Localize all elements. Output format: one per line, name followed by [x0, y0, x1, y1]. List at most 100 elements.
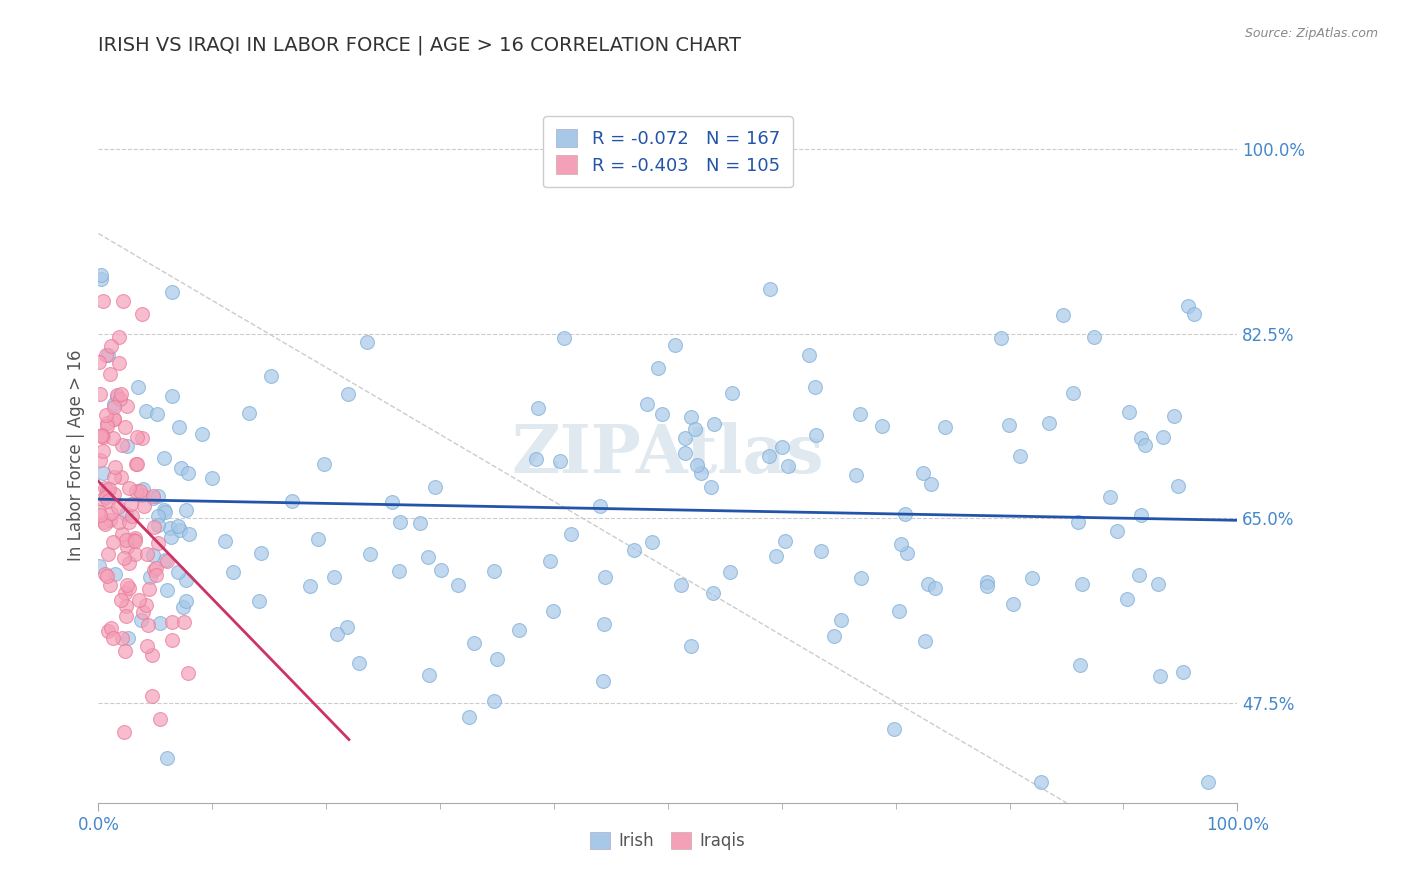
Iraqis	[98, 577, 121, 591]
Irish	[176, 594, 198, 608]
Irish	[770, 440, 793, 454]
Iraqis	[108, 515, 131, 529]
Irish	[883, 723, 905, 737]
Iraqis	[125, 484, 148, 499]
Iraqis	[146, 535, 169, 549]
Irish	[1152, 430, 1174, 444]
Irish	[104, 567, 127, 582]
Iraqis	[98, 482, 121, 496]
Iraqis	[93, 293, 115, 308]
Irish	[524, 452, 547, 467]
Irish	[1116, 592, 1139, 607]
Iraqis	[114, 420, 136, 434]
Iraqis	[110, 592, 132, 607]
Iraqis	[101, 534, 124, 549]
Iraqis	[112, 293, 135, 308]
Irish	[146, 489, 169, 503]
Iraqis	[124, 457, 146, 471]
Irish	[388, 565, 411, 579]
Iraqis	[145, 561, 167, 575]
Iraqis	[96, 408, 118, 422]
Irish	[114, 508, 136, 522]
Irish	[336, 620, 359, 634]
Iraqis	[131, 431, 153, 445]
Irish	[280, 494, 302, 508]
Irish	[1010, 449, 1032, 463]
Irish	[170, 460, 193, 475]
Irish	[917, 577, 939, 591]
Iraqis	[97, 624, 120, 638]
Irish	[222, 565, 245, 579]
Irish	[920, 477, 942, 491]
Irish	[845, 467, 868, 482]
Iraqis	[132, 499, 155, 513]
Irish	[89, 559, 111, 574]
Irish	[381, 495, 404, 509]
Irish	[1118, 405, 1140, 419]
Irish	[409, 516, 432, 530]
Irish	[593, 570, 616, 584]
Irish	[976, 574, 998, 589]
Irish	[1177, 299, 1199, 313]
Iraqis	[143, 563, 166, 577]
Iraqis	[105, 387, 128, 401]
Irish	[359, 547, 381, 561]
Iraqis	[108, 330, 131, 344]
Irish	[117, 439, 139, 453]
Irish	[1038, 416, 1060, 430]
Irish	[214, 533, 236, 548]
Irish	[142, 491, 165, 505]
Y-axis label: In Labor Force | Age > 16: In Labor Force | Age > 16	[66, 349, 84, 561]
Irish	[592, 617, 614, 632]
Iraqis	[103, 400, 125, 414]
Irish	[914, 633, 936, 648]
Irish	[1021, 571, 1043, 585]
Irish	[152, 502, 174, 516]
Irish	[166, 565, 188, 579]
Iraqis	[97, 494, 120, 508]
Irish	[160, 285, 183, 299]
Irish	[702, 417, 724, 432]
Irish	[889, 604, 911, 618]
Irish	[553, 331, 575, 345]
Irish	[976, 579, 998, 593]
Irish	[896, 546, 918, 560]
Irish	[823, 629, 845, 643]
Iraqis	[100, 339, 122, 353]
Irish	[117, 631, 139, 645]
Iraqis	[90, 429, 112, 443]
Irish	[1129, 431, 1152, 445]
Irish	[508, 623, 530, 637]
Iraqis	[124, 547, 146, 561]
Irish	[463, 636, 485, 650]
Iraqis	[110, 526, 132, 541]
Irish	[669, 578, 692, 592]
Irish	[323, 570, 346, 584]
Irish	[1197, 774, 1219, 789]
Iraqis	[117, 540, 139, 554]
Irish	[683, 422, 706, 436]
Text: IRISH VS IRAQI IN LABOR FORCE | AGE > 16 CORRELATION CHART: IRISH VS IRAQI IN LABOR FORCE | AGE > 16…	[98, 36, 741, 55]
Iraqis	[173, 615, 195, 629]
Irish	[149, 615, 172, 630]
Irish	[135, 403, 157, 417]
Iraqis	[103, 412, 125, 426]
Irish	[685, 458, 707, 472]
Irish	[1066, 515, 1088, 529]
Iraqis	[120, 497, 142, 511]
Irish	[759, 281, 782, 295]
Iraqis	[160, 632, 183, 647]
Irish	[758, 450, 780, 464]
Iraqis	[89, 387, 111, 401]
Irish	[830, 613, 852, 627]
Iraqis	[96, 416, 118, 430]
Iraqis	[104, 459, 127, 474]
Irish	[623, 542, 645, 557]
Iraqis	[108, 392, 131, 406]
Irish	[103, 397, 125, 411]
Irish	[589, 499, 612, 513]
Irish	[647, 361, 669, 376]
Iraqis	[127, 457, 149, 471]
Iraqis	[128, 592, 150, 607]
Irish	[446, 578, 468, 592]
